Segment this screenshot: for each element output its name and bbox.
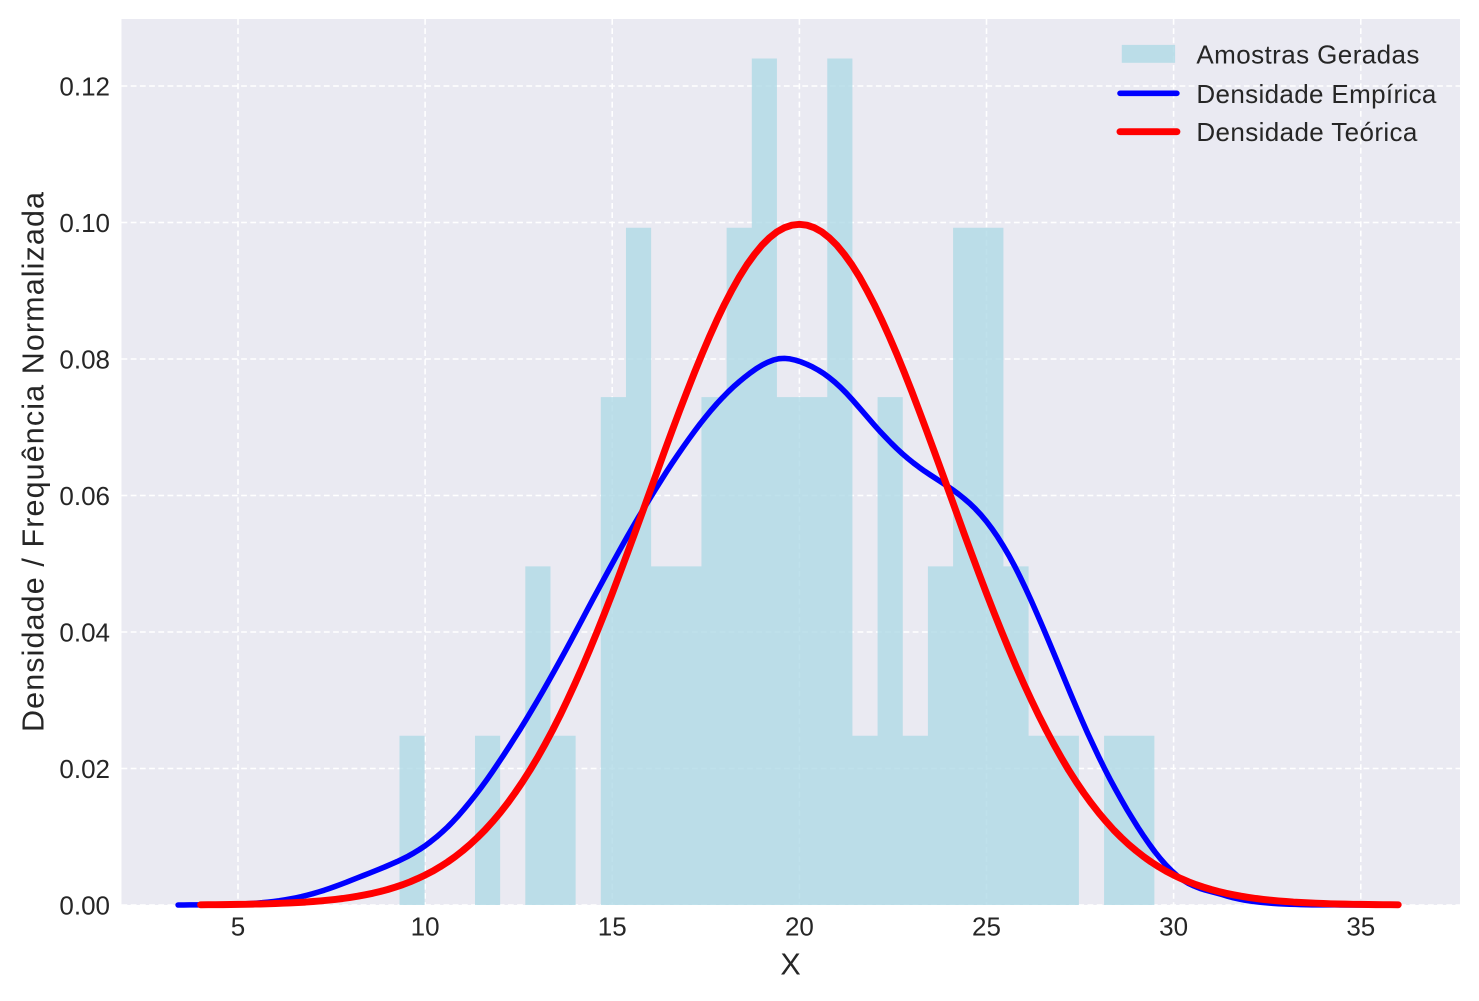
svg-text:25: 25 <box>972 912 1001 942</box>
svg-text:0.04: 0.04 <box>59 618 110 648</box>
svg-text:35: 35 <box>1346 912 1375 942</box>
svg-text:0.10: 0.10 <box>59 208 110 238</box>
svg-text:30: 30 <box>1159 912 1188 942</box>
svg-text:0.06: 0.06 <box>59 481 110 511</box>
svg-text:Densidade / Frequência Normali: Densidade / Frequência Normalizada <box>17 192 51 732</box>
svg-text:0.00: 0.00 <box>59 891 110 921</box>
svg-text:0.08: 0.08 <box>59 345 110 375</box>
svg-text:20: 20 <box>785 912 814 942</box>
svg-text:5: 5 <box>231 912 245 942</box>
svg-text:10: 10 <box>411 912 440 942</box>
svg-text:15: 15 <box>598 912 627 942</box>
svg-text:Densidade Teórica: Densidade Teórica <box>1196 117 1418 147</box>
svg-text:0.12: 0.12 <box>59 72 110 102</box>
svg-text:X: X <box>780 948 800 982</box>
svg-text:Amostras Geradas: Amostras Geradas <box>1196 39 1419 69</box>
svg-text:Densidade Empírica: Densidade Empírica <box>1196 79 1437 109</box>
svg-text:0.02: 0.02 <box>59 754 110 784</box>
